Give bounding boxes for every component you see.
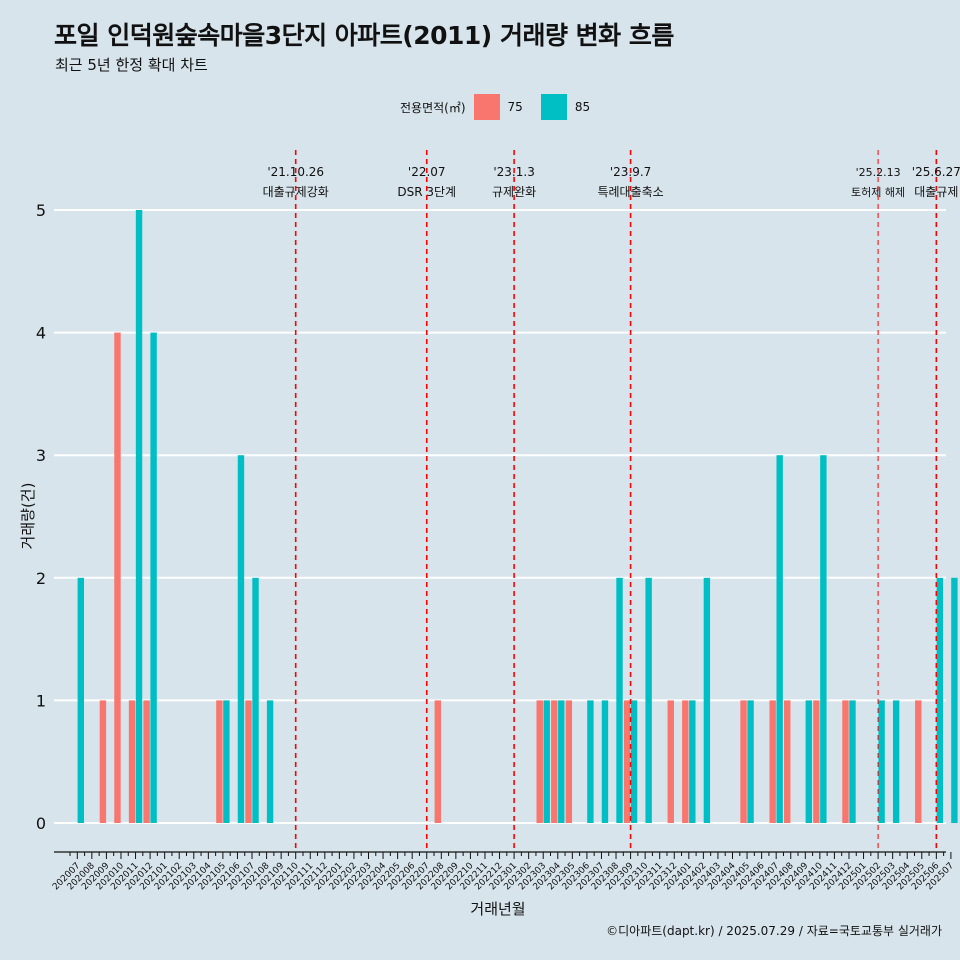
bar-75-202405 xyxy=(740,700,747,823)
chart-subtitle: 최근 5년 한정 확대 차트 xyxy=(55,56,208,74)
bar-85-202309 xyxy=(630,700,638,823)
event-date-label: '25.2.13 xyxy=(856,166,901,179)
y-tick-label: 2 xyxy=(36,569,46,588)
event-name-label: DSR 3단계 xyxy=(397,185,456,199)
legend-label-75: 75 xyxy=(507,100,523,114)
bar-85-202409 xyxy=(805,700,812,823)
legend: 전용면적(㎡) 75 85 xyxy=(400,93,608,121)
legend-key-75 xyxy=(473,94,500,120)
event-date-label: '25.6.27 xyxy=(912,165,960,179)
event-name-label: 규제완화 xyxy=(492,185,536,199)
legend-label-85: 85 xyxy=(574,100,591,114)
bar-75-202309 xyxy=(623,700,631,823)
bar-75-202412 xyxy=(842,700,849,823)
bar-85-202507 xyxy=(951,577,958,823)
bar-85-202310 xyxy=(645,577,652,823)
bar-85-202502 xyxy=(878,700,885,823)
x-axis-title: 거래년월 xyxy=(470,900,525,918)
bar-75-202410 xyxy=(813,700,820,823)
bar-75-202312 xyxy=(667,700,674,823)
bar-75-202208 xyxy=(434,700,441,823)
bar-85-202007 xyxy=(77,577,84,823)
bar-85-202308 xyxy=(616,577,623,823)
event-date-label: '23.9.7 xyxy=(610,165,651,179)
source-caption: ©디아파트(dapt.kr) / 2025.07.29 / 자료=국토교통부 실… xyxy=(606,924,942,938)
bar-85-202106 xyxy=(237,455,245,823)
bar-75-202408 xyxy=(784,700,791,823)
y-tick-label: 0 xyxy=(36,814,46,833)
bar-75-202505 xyxy=(915,700,922,823)
bar-75-202010 xyxy=(114,332,121,823)
bar-85-202506 xyxy=(936,577,944,823)
event-date-label: '23.1.3 xyxy=(493,165,534,179)
event-name-label: 토허제 해제 xyxy=(851,185,905,199)
y-tick-label: 5 xyxy=(36,201,46,220)
chart-title: 포일 인덕원숲속마을3단지 아파트(2011) 거래량 변화 흐름 xyxy=(54,21,674,50)
y-tick-label: 1 xyxy=(36,691,46,710)
event-name-label: 특례대출축소 xyxy=(597,185,663,199)
bar-85-202108 xyxy=(266,700,274,823)
bar-85-202105 xyxy=(223,700,230,823)
bar-75-202012 xyxy=(143,700,150,823)
bar-75-202304 xyxy=(551,700,558,823)
bar-75-202009 xyxy=(99,700,107,823)
y-tick-label: 4 xyxy=(36,324,46,343)
event-name-label: 대출규제강화 xyxy=(263,185,329,199)
bar-85-202011 xyxy=(135,210,143,823)
event-name-label: 대출규제 xyxy=(914,185,958,199)
y-axis-title: 거래량(건) xyxy=(19,483,37,550)
bar-75-202011 xyxy=(128,700,136,823)
bar-85-202412 xyxy=(849,700,856,823)
bar-85-202401 xyxy=(689,700,696,823)
y-tick-label: 3 xyxy=(36,446,46,465)
bar-85-202306 xyxy=(587,700,594,823)
legend-title: 전용면적(㎡) xyxy=(400,100,466,115)
bar-85-202503 xyxy=(892,700,900,823)
bar-85-202303 xyxy=(543,700,550,823)
bar-85-202304 xyxy=(558,700,565,823)
bar-85-202107 xyxy=(252,577,259,823)
bar-75-202401 xyxy=(682,700,689,823)
bar-85-202405 xyxy=(747,700,754,823)
event-date-label: '21.10.26 xyxy=(267,165,324,179)
bar-75-202407 xyxy=(769,700,776,823)
bar-75-202303 xyxy=(536,700,543,823)
bar-75-202107 xyxy=(245,700,252,823)
bar-75-202105 xyxy=(216,700,223,823)
legend-key-85 xyxy=(540,94,567,120)
bar-85-202307 xyxy=(601,700,609,823)
bar-85-202410 xyxy=(820,455,827,823)
bar-85-202407 xyxy=(776,455,783,823)
bar-85-202012 xyxy=(150,332,157,823)
bar-75-202305 xyxy=(565,700,573,823)
bar-85-202402 xyxy=(703,577,711,823)
event-date-label: '22.07 xyxy=(408,165,446,179)
